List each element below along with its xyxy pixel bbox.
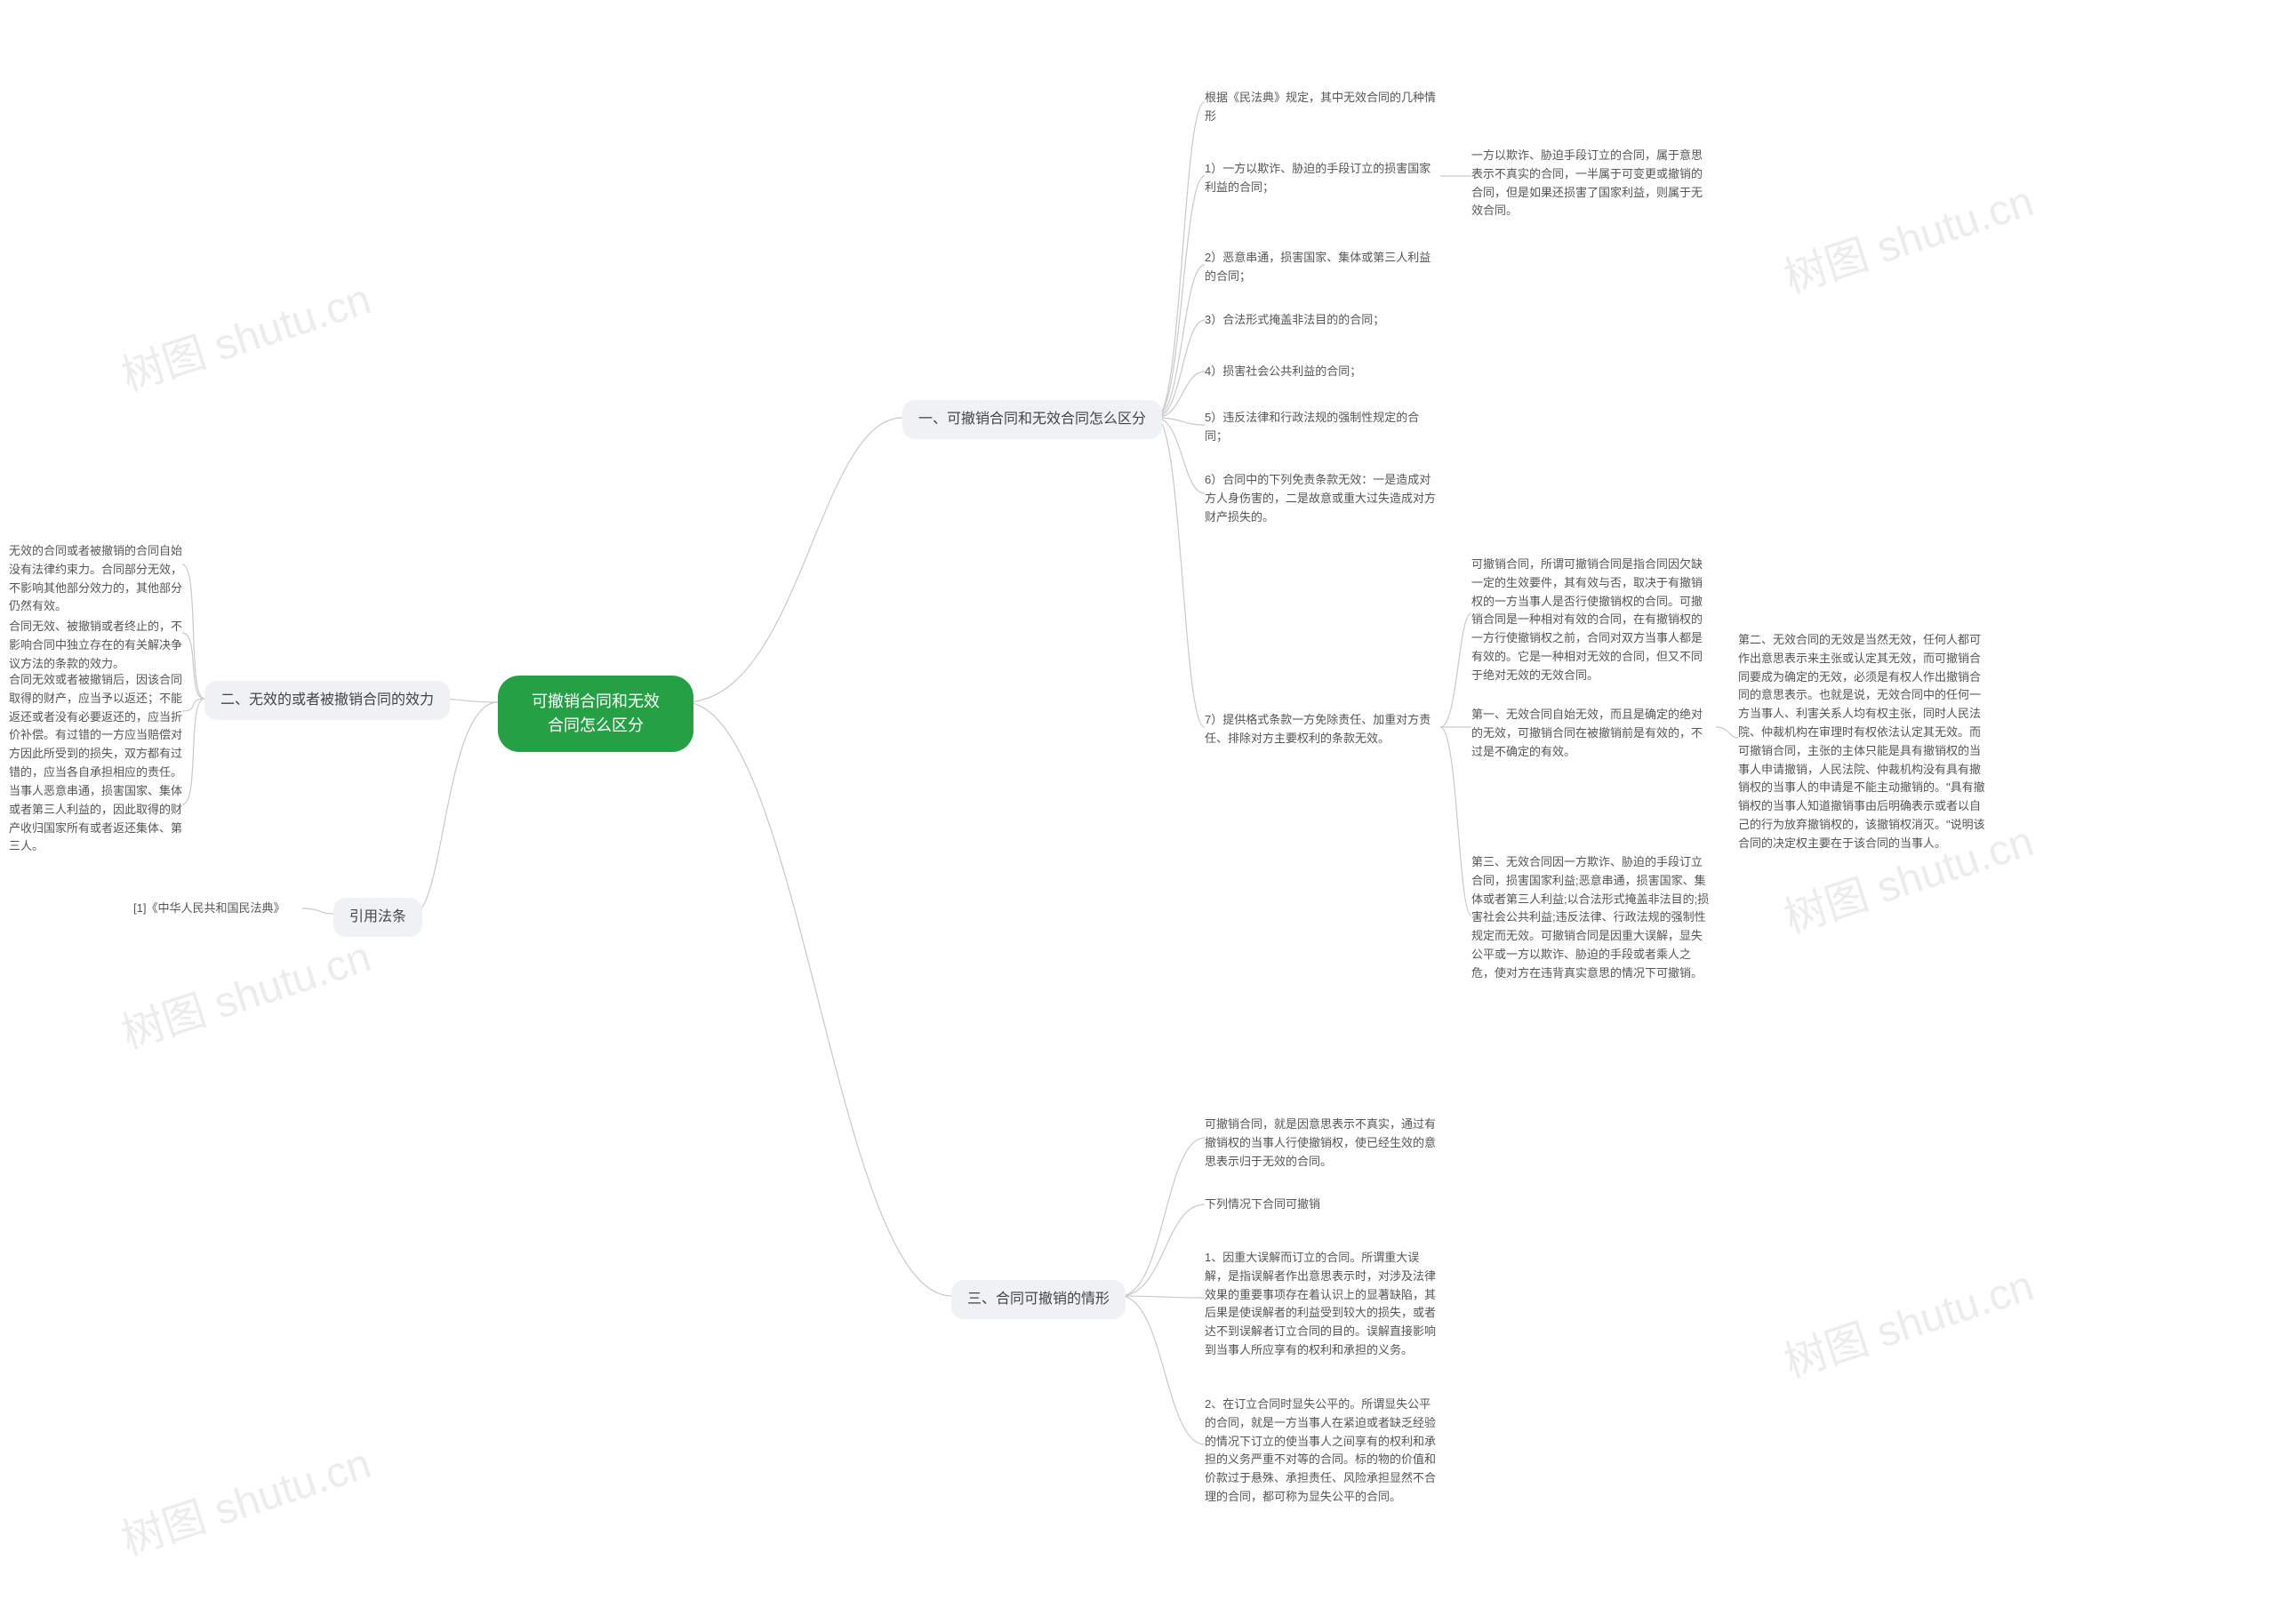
watermark: 树图 shutu.cn (1775, 166, 2040, 305)
branch-section-1: 一、可撤销合同和无效合同怎么区分 (902, 400, 1162, 439)
leaf-r1-4: 4）损害社会公共利益的合同； (1205, 363, 1361, 381)
branch-section-2: 二、无效的或者被撤销合同的效力 (204, 681, 450, 720)
leaf-b2-2: 合同无效或者被撤销后，因该合同取得的财产，应当予以返还；不能返还或者没有必要返还… (9, 671, 191, 782)
leaf-r3-2: 1、因重大误解而订立的合同。所谓重大误解，是指误解者作出意思表示时，对涉及法律效… (1205, 1249, 1436, 1360)
watermark: 树图 shutu.cn (112, 922, 377, 1060)
leaf-r1-2: 2）恶意串通，损害国家、集体或第三人利益的合同； (1205, 249, 1436, 286)
leaf-r3-0: 可撤销合同，就是因意思表示不真实，通过有撤销权的当事人行使撤销权，使已经生效的意… (1205, 1116, 1436, 1171)
branch-citation: 引用法条 (333, 898, 422, 937)
leaf-r1-3: 3）合法形式掩盖非法目的的合同； (1205, 311, 1384, 330)
leaf-r1-1a: 一方以欺诈、胁迫手段订立的合同，属于意思表示不真实的合同，一半属于可变更或撤销的… (1471, 147, 1703, 220)
branch-section-3: 三、合同可撤销的情形 (951, 1280, 1126, 1319)
leaf-b2-0: 无效的合同或者被撤销的合同自始没有法律约束力。合同部分无效，不影响其他部分效力的… (9, 542, 191, 616)
leaf-r3-1: 下列情况下合同可撤销 (1205, 1196, 1320, 1214)
leaf-r1-7b: 第一、无效合同自始无效，而且是确定的绝对的无效，可撤销合同在被撤销前是有效的，不… (1471, 706, 1711, 761)
watermark: 树图 shutu.cn (1775, 1251, 2040, 1389)
leaf-r1-7c: 第三、无效合同因一方欺诈、胁迫的手段订立合同，损害国家利益;恶意串通，损害国家、… (1471, 853, 1711, 983)
watermark: 树图 shutu.cn (112, 264, 377, 403)
leaf-r1-0: 根据《民法典》规定，其中无效合同的几种情形 (1205, 89, 1436, 126)
leaf-r1-7a: 可撤销合同，所谓可撤销合同是指合同因欠缺一定的生效要件，其有效与否，取决于有撤销… (1471, 556, 1711, 685)
leaf-r1-7: 7）提供格式条款一方免除责任、加重对方责任、排除对方主要权利的条款无效。 (1205, 711, 1436, 748)
leaf-r1-5: 5）违反法律和行政法规的强制性规定的合同； (1205, 409, 1436, 446)
watermark: 树图 shutu.cn (112, 1428, 377, 1567)
leaf-b2-3: 当事人恶意串通，损害国家、集体或者第三人利益的，因此取得的财产收归国家所有或者返… (9, 782, 191, 856)
leaf-b2-1: 合同无效、被撤销或者终止的，不影响合同中独立存在的有关解决争议方法的条款的效力。 (9, 618, 191, 673)
leaf-b4-0: [1]《中华人民共和国民法典》 (133, 900, 284, 918)
root-node: 可撤销合同和无效合同怎么区分 (498, 676, 693, 752)
leaf-r1-6: 6）合同中的下列免责条款无效：一是造成对方人身伤害的，二是故意或重大过失造成对方… (1205, 471, 1436, 526)
leaf-r1-1: 1）一方以欺诈、胁迫的手段订立的损害国家利益的合同； (1205, 160, 1436, 197)
leaf-r1-7b1: 第二、无效合同的无效是当然无效，任何人都可作出意思表示来主张或认定其无效，而可撤… (1738, 631, 1987, 853)
leaf-r3-3: 2、在订立合同时显失公平的。所谓显失公平的合同，就是一方当事人在紧迫或者缺乏经验… (1205, 1396, 1436, 1507)
